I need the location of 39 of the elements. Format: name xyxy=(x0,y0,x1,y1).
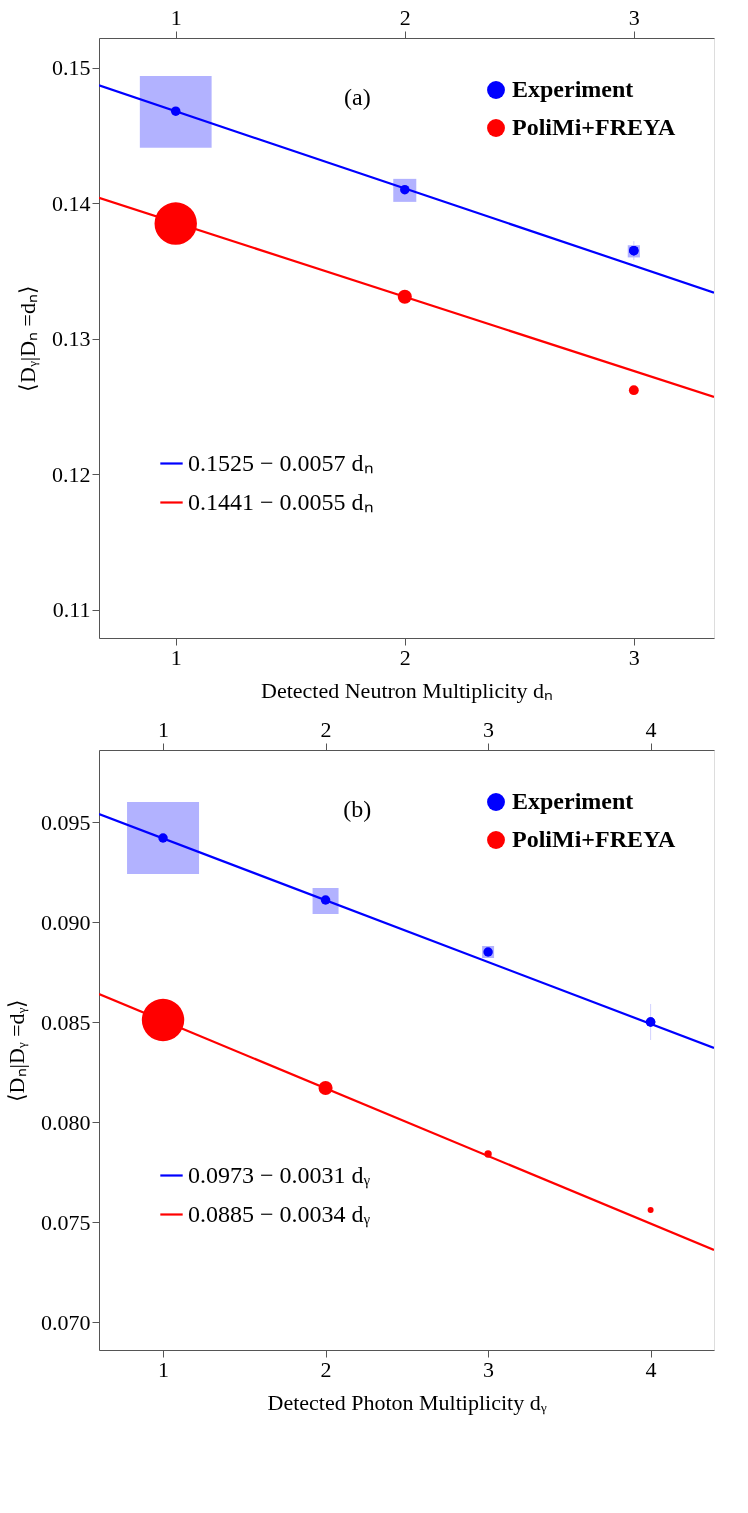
x-tick-label: 2 xyxy=(399,644,411,670)
legend-label: PoliMi+FREYA xyxy=(512,114,677,140)
x2-tick-label: 3 xyxy=(483,716,495,742)
y-tick-label: 0.075 xyxy=(41,1209,91,1235)
annotation: (b) xyxy=(343,796,372,822)
y-tick-label: 0.11 xyxy=(52,597,91,623)
x2-tick-label: 1 xyxy=(158,716,170,742)
x-axis-title: Detected Photon Multiplicity dᵧ xyxy=(267,1389,547,1415)
x-tick-label: 4 xyxy=(645,1356,657,1382)
y-axis-title: ⟨Dᵧ|Dₙ =dₙ⟩ xyxy=(15,285,40,392)
legend-label: 0.1441 − 0.0055 dₙ xyxy=(188,488,374,515)
legend-label: 0.0885 − 0.0034 dᵧ xyxy=(188,1200,371,1228)
legend-label: Experiment xyxy=(512,788,634,814)
y-tick-label: 0.080 xyxy=(41,1109,91,1135)
legend-label: 0.1525 − 0.0057 dₙ xyxy=(188,449,374,476)
x2-tick-label: 2 xyxy=(320,716,332,742)
y-tick-label: 0.12 xyxy=(52,461,91,487)
x-axis-title: Detected Neutron Multiplicity dₙ xyxy=(261,677,553,703)
legend-label: 0.0973 − 0.0031 dᵧ xyxy=(188,1161,371,1189)
y-tick-label: 0.15 xyxy=(52,55,91,81)
x2-tick-label: 3 xyxy=(628,4,640,30)
x2-tick-label: 1 xyxy=(170,4,182,30)
legend-label: PoliMi+FREYA xyxy=(512,826,677,852)
x-tick-label: 1 xyxy=(158,1356,170,1382)
x-tick-label: 3 xyxy=(483,1356,495,1382)
x2-tick-label: 2 xyxy=(399,4,411,30)
y-tick-label: 0.070 xyxy=(41,1309,91,1335)
y-tick-label: 0.13 xyxy=(52,326,91,352)
y-tick-label: 0.095 xyxy=(41,809,91,835)
x-tick-label: 3 xyxy=(628,644,640,670)
x-tick-label: 2 xyxy=(320,1356,332,1382)
legend-label: Experiment xyxy=(512,76,634,102)
y-axis-title: ⟨Dₙ|Dᵧ =dᵧ⟩ xyxy=(4,998,29,1103)
x-tick-label: 1 xyxy=(170,644,182,670)
annotation: (a) xyxy=(343,84,371,110)
x2-tick-label: 4 xyxy=(645,716,657,742)
y-tick-label: 0.090 xyxy=(41,909,91,935)
y-tick-label: 0.085 xyxy=(41,1009,91,1035)
y-tick-label: 0.14 xyxy=(52,190,91,216)
